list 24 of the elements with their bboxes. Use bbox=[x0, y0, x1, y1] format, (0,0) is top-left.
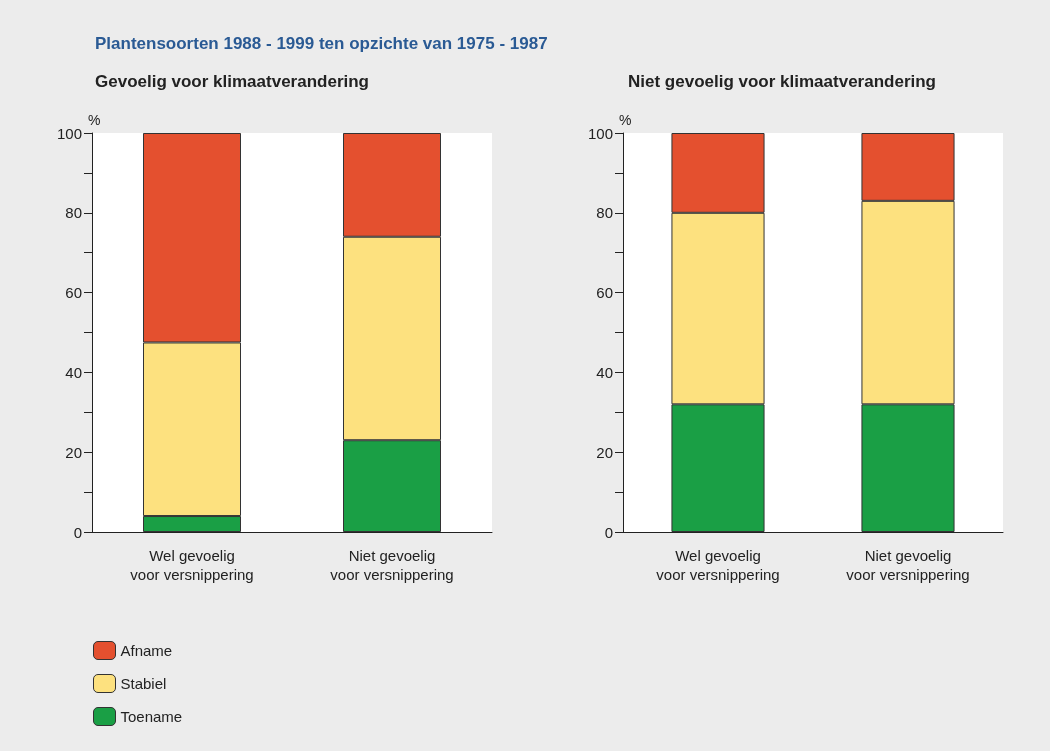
chart-subtitle: Gevoelig voor klimaatverandering bbox=[95, 72, 369, 91]
y-tick-label: 60 bbox=[596, 284, 613, 302]
chart-title: Plantensoorten 1988 - 1999 ten opzichte van 1975 - 1987 bbox=[95, 34, 548, 53]
y-tick-label: 60 bbox=[65, 284, 82, 302]
y-tick-label: 40 bbox=[596, 363, 613, 381]
x-tick-label: Niet gevoelig voor versnippering bbox=[846, 547, 970, 583]
x-tick-label: Wel gevoelig voor versnippering bbox=[130, 547, 254, 583]
x-tick-label: Niet gevoelig voor versnippering bbox=[330, 547, 454, 583]
chart-title: Niet gevoelig voor klimaatverandering bbox=[628, 72, 936, 91]
legend-label: Toename bbox=[120, 708, 183, 725]
y-tick-label: 0 bbox=[73, 523, 82, 541]
y-tick-label: 80 bbox=[596, 204, 613, 222]
y-tick-label: 100 bbox=[587, 124, 613, 142]
x-tick-label: Wel gevoelig voor versnippering bbox=[656, 547, 780, 583]
y-tick-label: 100 bbox=[56, 124, 82, 142]
y-axis-title: % bbox=[88, 112, 101, 128]
legend-label: Afname bbox=[120, 642, 173, 659]
y-tick-label: 0 bbox=[604, 523, 613, 541]
legend-label: Stabiel bbox=[120, 675, 167, 692]
y-axis-title: % bbox=[619, 112, 632, 128]
y-tick-label: 40 bbox=[65, 363, 82, 381]
y-tick-label: 20 bbox=[65, 443, 82, 461]
y-tick-label: 80 bbox=[65, 204, 82, 222]
y-tick-label: 20 bbox=[596, 443, 613, 461]
